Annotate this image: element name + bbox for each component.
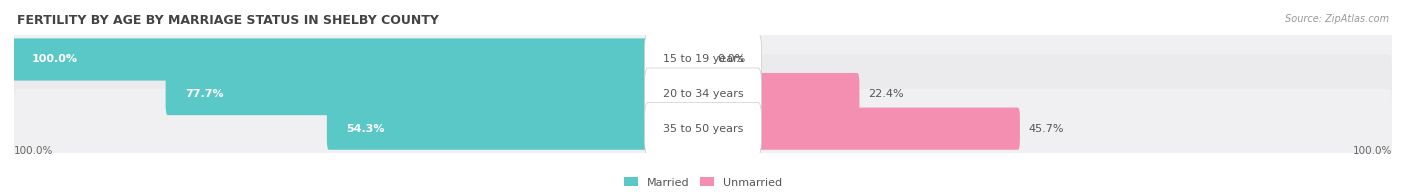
FancyBboxPatch shape: [702, 73, 859, 115]
Text: 20 to 34 years: 20 to 34 years: [662, 89, 744, 99]
FancyBboxPatch shape: [326, 108, 704, 150]
Text: 0.0%: 0.0%: [717, 54, 745, 64]
Text: 35 to 50 years: 35 to 50 years: [662, 124, 744, 134]
Text: 54.3%: 54.3%: [346, 124, 385, 134]
Text: Source: ZipAtlas.com: Source: ZipAtlas.com: [1285, 14, 1389, 24]
Text: 100.0%: 100.0%: [14, 146, 53, 156]
FancyBboxPatch shape: [14, 89, 1392, 169]
Text: FERTILITY BY AGE BY MARRIAGE STATUS IN SHELBY COUNTY: FERTILITY BY AGE BY MARRIAGE STATUS IN S…: [17, 14, 439, 27]
Text: 100.0%: 100.0%: [1353, 146, 1392, 156]
FancyBboxPatch shape: [644, 68, 762, 120]
Text: 22.4%: 22.4%: [868, 89, 903, 99]
FancyBboxPatch shape: [13, 38, 704, 81]
Text: 77.7%: 77.7%: [186, 89, 224, 99]
FancyBboxPatch shape: [644, 103, 762, 155]
Text: 15 to 19 years: 15 to 19 years: [662, 54, 744, 64]
FancyBboxPatch shape: [644, 33, 762, 86]
FancyBboxPatch shape: [14, 54, 1392, 134]
Legend: Married, Unmarried: Married, Unmarried: [620, 173, 786, 192]
Text: 45.7%: 45.7%: [1028, 124, 1064, 134]
FancyBboxPatch shape: [702, 108, 1019, 150]
Text: 100.0%: 100.0%: [31, 54, 77, 64]
FancyBboxPatch shape: [14, 20, 1392, 99]
FancyBboxPatch shape: [166, 73, 704, 115]
